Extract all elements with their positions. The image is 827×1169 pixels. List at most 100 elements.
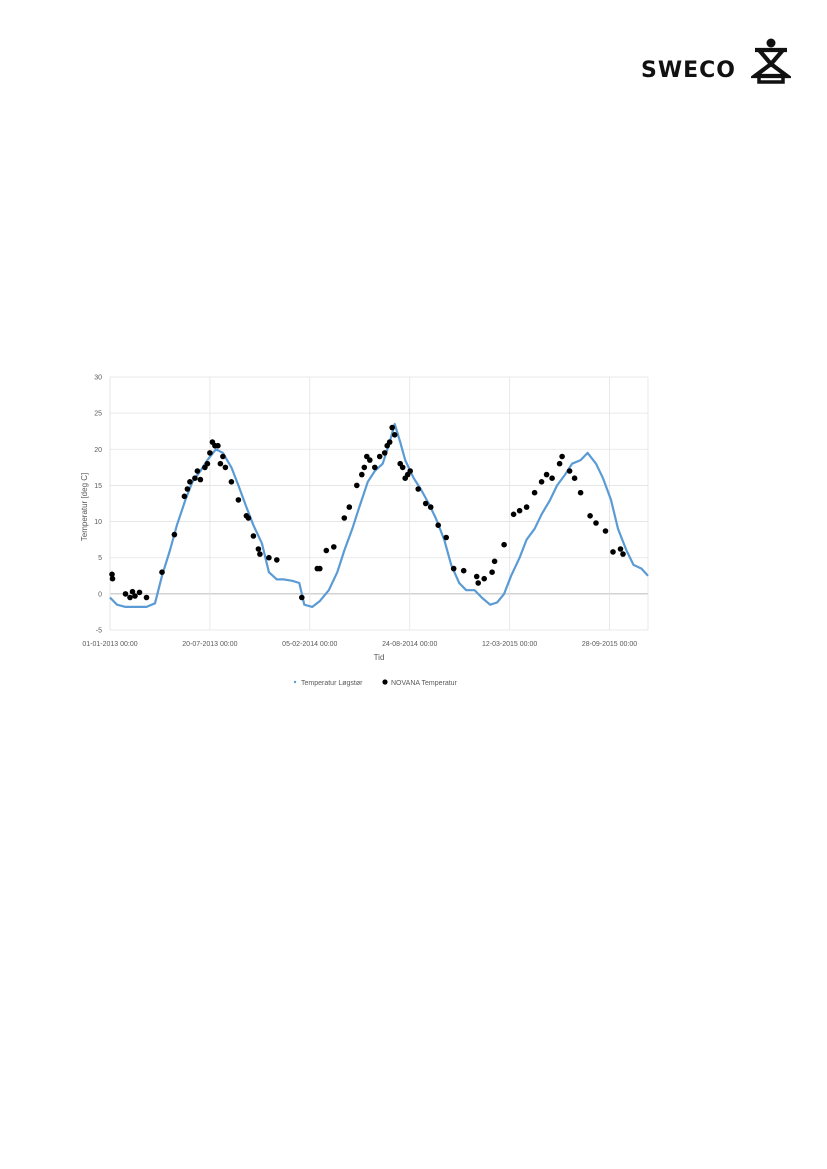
line-series	[109, 422, 649, 608]
novana-point	[109, 571, 115, 578]
novana-point	[422, 500, 429, 507]
x-tick-label: 28-09-2015 00:00	[582, 641, 637, 648]
legend: Temperatur Løgstør NOVANA Temperatur	[293, 679, 458, 687]
novana-point	[109, 575, 116, 582]
novana-point	[187, 479, 193, 485]
novana-point	[435, 522, 442, 528]
novana-point	[559, 453, 565, 460]
novana-point	[577, 489, 584, 496]
novana-point	[481, 575, 488, 582]
novana-point	[587, 513, 593, 519]
novana-point	[346, 504, 353, 510]
legend-dot-marker	[382, 679, 388, 685]
novana-point	[620, 551, 626, 557]
novana-point	[122, 591, 129, 597]
novana-point	[399, 464, 406, 471]
novana-point	[427, 504, 434, 510]
temperature-logstor-line	[109, 422, 649, 608]
x-tick-label: 12-03-2015 00:00	[482, 641, 537, 648]
novana-point	[215, 442, 221, 449]
x-tick-label: 01-01-2013 00:00	[82, 641, 137, 648]
novana-point	[443, 534, 450, 541]
novana-point	[323, 547, 330, 554]
novana-point	[531, 489, 538, 496]
novana-point	[222, 464, 229, 471]
novana-point	[475, 580, 482, 586]
novana-point	[510, 511, 517, 518]
novana-point	[602, 528, 609, 534]
novana-point	[516, 507, 523, 514]
novana-point	[207, 450, 213, 456]
novana-point	[389, 424, 396, 431]
novana-point	[181, 493, 188, 500]
sweco-figure-icon	[751, 38, 791, 84]
grid	[109, 376, 649, 631]
novana-point	[556, 460, 563, 467]
novana-point	[274, 557, 280, 563]
x-tick-label: 24-08-2014 00:00	[382, 641, 437, 648]
novana-point	[617, 546, 624, 552]
temperature-chart: -5 0 5 10 15 20 25 30 01-01-2013 00:00 20-07-201…	[70, 365, 660, 695]
novana-point	[299, 594, 305, 601]
novana-point	[266, 554, 272, 561]
novana-point	[228, 479, 235, 485]
novana-point	[523, 504, 530, 510]
novana-point	[415, 486, 422, 492]
novana-point	[610, 549, 616, 555]
novana-point	[192, 475, 198, 481]
y-tick-label: 5	[98, 555, 102, 562]
novana-point	[473, 573, 480, 580]
novana-point	[217, 460, 224, 467]
novana-point	[566, 468, 573, 474]
novana-point	[129, 588, 136, 595]
y-tick-label: -5	[96, 628, 102, 635]
novana-point	[376, 453, 383, 460]
novana-point	[127, 594, 133, 601]
y-tick-label: 10	[94, 519, 102, 526]
novana-point	[171, 531, 178, 538]
novana-point	[407, 468, 414, 474]
novana-point	[543, 471, 550, 478]
x-tick-label: 05-02-2014 00:00	[282, 641, 337, 648]
novana-point	[491, 558, 498, 565]
novana-point	[194, 468, 201, 474]
y-axis-label: Temperatur [deg C]	[80, 473, 89, 541]
novana-point	[391, 432, 398, 438]
novana-point	[361, 464, 368, 471]
novana-point	[245, 515, 252, 521]
novana-point	[250, 533, 257, 539]
novana-point	[204, 460, 211, 467]
legend-dot-label: NOVANA Temperatur	[391, 680, 458, 687]
novana-point	[386, 439, 393, 445]
x-axis-ticks: 01-01-2013 00:00 20-07-2013 00:00 05-02-20…	[82, 641, 637, 648]
novana-point	[450, 565, 457, 572]
novana-point	[136, 589, 143, 596]
novana-point	[255, 546, 262, 552]
chart-canvas: -5 0 5 10 15 20 25 30 01-01-2013 00:00 20-07-201…	[80, 375, 649, 687]
novana-point	[359, 471, 365, 478]
scatter-series	[109, 424, 626, 601]
novana-point	[331, 544, 337, 550]
novana-point	[372, 464, 378, 471]
novana-point	[317, 565, 323, 572]
novana-point	[235, 497, 242, 503]
y-tick-label: 20	[94, 447, 102, 454]
novana-point	[501, 541, 507, 548]
y-axis-ticks: -5 0 5 10 15 20 25 30	[94, 375, 102, 635]
y-tick-label: 0	[98, 591, 102, 598]
novana-point	[220, 453, 226, 460]
novana-point	[354, 482, 360, 489]
logo-text: SWECO	[641, 58, 736, 83]
sweco-logo: SWECO	[641, 38, 791, 86]
novana-point	[460, 567, 467, 574]
novana-point	[549, 475, 555, 481]
novana-point	[593, 520, 599, 526]
y-tick-label: 25	[94, 411, 102, 418]
novana-point	[132, 593, 138, 599]
x-axis-label: Tid	[374, 653, 385, 662]
novana-point	[367, 457, 373, 463]
novana-point	[489, 569, 495, 575]
novana-point	[381, 450, 388, 456]
novana-point	[184, 486, 191, 492]
novana-point	[197, 476, 204, 483]
